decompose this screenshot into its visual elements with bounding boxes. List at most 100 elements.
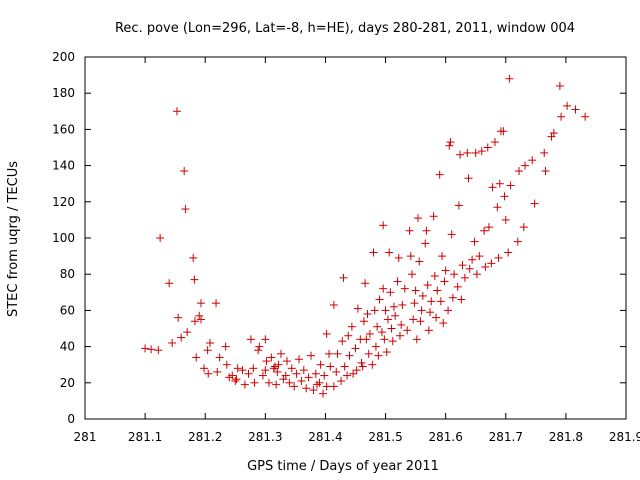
data-point [430, 272, 439, 281]
data-point [246, 335, 255, 344]
data-point [424, 326, 433, 335]
data-point [480, 226, 489, 235]
data-point [281, 371, 290, 380]
data-point [361, 279, 370, 288]
data-point [294, 355, 303, 364]
data-point [386, 288, 395, 297]
data-point [477, 147, 486, 156]
data-point [232, 375, 241, 384]
data-point [325, 349, 334, 358]
data-point [304, 373, 313, 382]
data-point [337, 376, 346, 385]
data-point [490, 138, 499, 147]
data-point [352, 366, 361, 375]
data-point [388, 337, 397, 346]
data-point [365, 329, 374, 338]
y-tick-label: 20 [60, 376, 75, 390]
data-point [458, 261, 467, 270]
data-point [427, 297, 436, 306]
data-point [213, 367, 222, 376]
data-point [460, 273, 469, 282]
data-point [415, 257, 424, 266]
data-point [379, 284, 388, 293]
data-point [370, 306, 379, 315]
data-point [371, 342, 380, 351]
data-point [395, 331, 404, 340]
y-tick-label: 0 [67, 412, 75, 426]
data-point [316, 360, 325, 369]
data-point [530, 199, 539, 208]
x-axis-label: GPS time / Days of year 2011 [247, 459, 439, 474]
data-point [240, 380, 249, 389]
data-point [363, 310, 372, 319]
plot-frame [84, 56, 627, 420]
data-point [398, 300, 407, 309]
data-point [521, 161, 530, 170]
data-point [343, 371, 352, 380]
data-point [464, 174, 473, 183]
y-axis: 0 20 40 60 80 100 120 140 160 180 200 [52, 50, 626, 426]
data-point [272, 380, 281, 389]
data-point [391, 311, 400, 320]
data-point [445, 141, 454, 150]
data-point [340, 362, 349, 371]
data-point [221, 342, 230, 351]
data-point [181, 205, 190, 214]
data-point [345, 351, 354, 360]
data-point [200, 364, 209, 373]
data-point [177, 333, 186, 342]
data-points [141, 74, 590, 398]
data-point [212, 299, 221, 308]
data-point [387, 324, 396, 333]
data-point [432, 313, 441, 322]
data-point [285, 378, 294, 387]
data-point [290, 382, 299, 391]
data-point [501, 215, 510, 224]
data-point [357, 358, 366, 367]
data-point [421, 239, 430, 248]
data-point [471, 148, 480, 157]
data-point [262, 357, 271, 366]
data-point [351, 344, 360, 353]
data-point [375, 295, 384, 304]
data-point [456, 150, 465, 159]
data-point [435, 170, 444, 179]
data-point [258, 371, 267, 380]
data-point [332, 367, 341, 376]
y-tick-label: 100 [52, 231, 75, 245]
data-point [555, 81, 564, 90]
data-point [319, 389, 328, 398]
data-point [412, 335, 421, 344]
x-tick-label: 281.4 [308, 430, 342, 444]
data-point [389, 302, 398, 311]
data-point [581, 112, 590, 121]
data-point [282, 357, 291, 366]
data-point [368, 360, 377, 369]
data-point [192, 353, 201, 362]
data-point [369, 248, 378, 257]
data-point [320, 371, 329, 380]
x-axis: 281 281.1 281.2 281.3 281.4 281.5 281.6 281.7 28… [74, 57, 640, 444]
data-point [472, 270, 481, 279]
data-point [513, 237, 522, 246]
data-point [270, 362, 279, 371]
y-tick-label: 40 [60, 340, 75, 354]
data-point [292, 369, 301, 378]
data-point [191, 317, 200, 326]
data-point [333, 349, 342, 358]
data-point [495, 179, 504, 188]
data-point [147, 345, 156, 354]
data-point [414, 214, 423, 223]
data-point [383, 315, 392, 324]
data-point [487, 259, 496, 268]
data-point [385, 248, 394, 257]
data-point [447, 230, 456, 239]
data-point [322, 382, 331, 391]
data-point [418, 291, 427, 300]
data-point [190, 275, 199, 284]
data-point [416, 317, 425, 326]
data-point [423, 281, 432, 290]
data-point [353, 304, 362, 313]
data-point [215, 353, 224, 362]
data-point [326, 362, 335, 371]
